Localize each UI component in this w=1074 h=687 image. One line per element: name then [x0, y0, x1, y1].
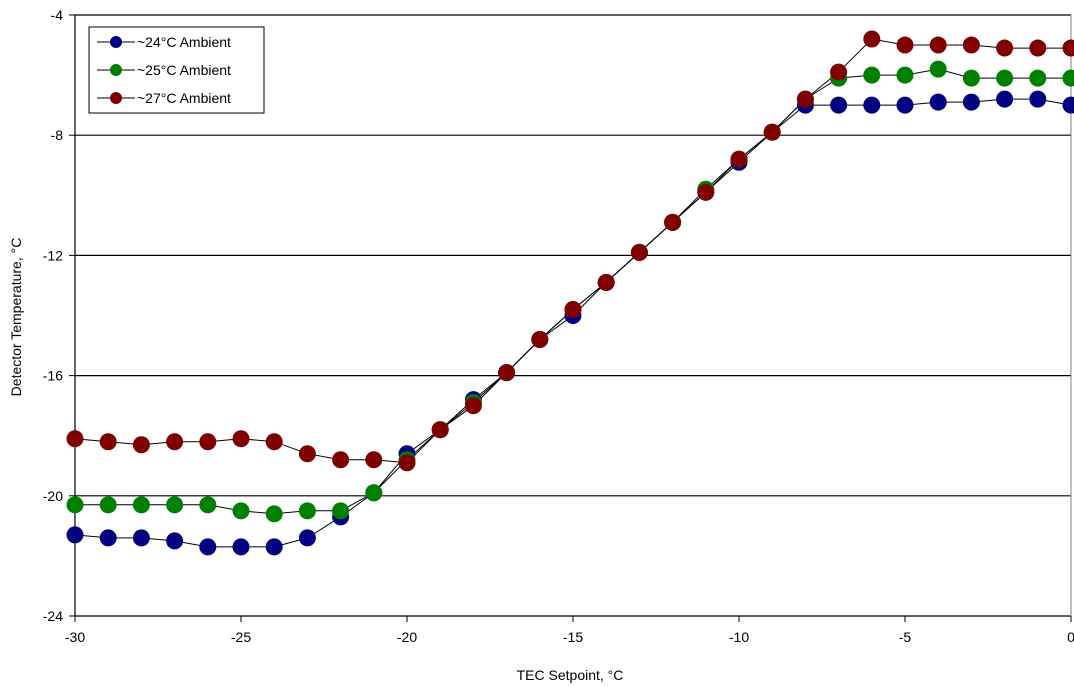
data-point-series-3: [232, 430, 250, 448]
legend-marker-2: [110, 64, 122, 76]
data-point-series-1: [962, 93, 980, 111]
y-axis-title: Detector Temperature, °C: [8, 238, 24, 397]
data-point-series-3: [630, 243, 648, 261]
y-tick-label: -20: [43, 488, 63, 504]
data-point-series-2: [166, 496, 184, 514]
legend-label-3: ~27°C Ambient: [137, 90, 231, 106]
data-point-series-1: [1062, 96, 1074, 114]
data-point-series-2: [929, 60, 947, 78]
data-point-series-2: [132, 496, 150, 514]
data-point-series-2: [298, 502, 316, 520]
data-point-series-3: [431, 421, 449, 439]
y-tick-label: -12: [43, 247, 63, 263]
legend-label-2: ~25°C Ambient: [137, 62, 231, 78]
data-point-series-3: [863, 30, 881, 48]
x-axis-title: TEC Setpoint, °C: [517, 667, 624, 683]
data-point-series-3: [664, 213, 682, 231]
data-point-series-2: [996, 69, 1014, 87]
x-tick-label: -15: [563, 629, 583, 645]
legend-label-1: ~24°C Ambient: [137, 34, 231, 50]
y-tick-label: -8: [51, 127, 64, 143]
data-point-series-3: [796, 90, 814, 108]
y-tick-label: -4: [51, 7, 64, 23]
data-point-series-2: [232, 502, 250, 520]
data-point-series-3: [265, 433, 283, 451]
x-tick-label: -25: [231, 629, 251, 645]
data-point-series-1: [99, 529, 117, 547]
data-point-series-3: [498, 364, 516, 382]
data-point-series-2: [99, 496, 117, 514]
data-point-series-3: [564, 300, 582, 318]
data-point-series-2: [962, 69, 980, 87]
x-tick-label: -5: [899, 629, 912, 645]
x-tick-label: -20: [397, 629, 417, 645]
data-point-series-3: [763, 123, 781, 141]
data-point-series-1: [166, 532, 184, 550]
data-point-series-1: [863, 96, 881, 114]
data-point-series-3: [99, 433, 117, 451]
data-point-series-2: [863, 66, 881, 84]
data-point-series-3: [830, 63, 848, 81]
x-tick-label: 0: [1067, 629, 1074, 645]
data-point-series-2: [66, 496, 84, 514]
data-point-series-1: [996, 90, 1014, 108]
data-point-series-3: [1029, 39, 1047, 57]
data-point-series-3: [332, 451, 350, 469]
data-point-series-3: [298, 445, 316, 463]
data-point-series-2: [896, 66, 914, 84]
data-point-series-2: [365, 484, 383, 502]
y-tick-label: -16: [43, 368, 63, 384]
data-point-series-3: [398, 454, 416, 472]
data-point-series-2: [1029, 69, 1047, 87]
data-point-series-3: [962, 36, 980, 54]
x-tick-label: -30: [65, 629, 85, 645]
legend-marker-3: [110, 92, 122, 104]
data-point-series-1: [132, 529, 150, 547]
data-point-series-2: [199, 496, 217, 514]
data-point-series-2: [265, 505, 283, 523]
data-point-series-3: [896, 36, 914, 54]
data-point-series-1: [1029, 90, 1047, 108]
data-point-series-1: [66, 526, 84, 544]
data-point-series-3: [531, 331, 549, 349]
data-point-series-1: [232, 538, 250, 556]
data-point-series-1: [896, 96, 914, 114]
data-point-series-3: [597, 273, 615, 291]
data-point-series-3: [132, 436, 150, 454]
data-point-series-3: [464, 397, 482, 415]
data-point-series-3: [730, 150, 748, 168]
data-point-series-3: [697, 183, 715, 201]
data-point-series-1: [929, 93, 947, 111]
data-point-series-3: [929, 36, 947, 54]
data-point-series-3: [365, 451, 383, 469]
data-point-series-1: [298, 529, 316, 547]
data-point-series-2: [1062, 69, 1074, 87]
x-tick-label: -10: [729, 629, 749, 645]
data-point-series-1: [199, 538, 217, 556]
y-tick-label: -24: [43, 608, 63, 624]
data-point-series-3: [1062, 39, 1074, 57]
data-point-series-3: [66, 430, 84, 448]
data-point-series-1: [265, 538, 283, 556]
legend-marker-1: [110, 36, 122, 48]
data-point-series-3: [996, 39, 1014, 57]
data-point-series-3: [166, 433, 184, 451]
legend: ~24°C Ambient ~25°C Ambient ~27°C Ambient: [88, 26, 265, 114]
data-point-series-1: [830, 96, 848, 114]
data-point-series-3: [199, 433, 217, 451]
data-point-series-2: [332, 502, 350, 520]
